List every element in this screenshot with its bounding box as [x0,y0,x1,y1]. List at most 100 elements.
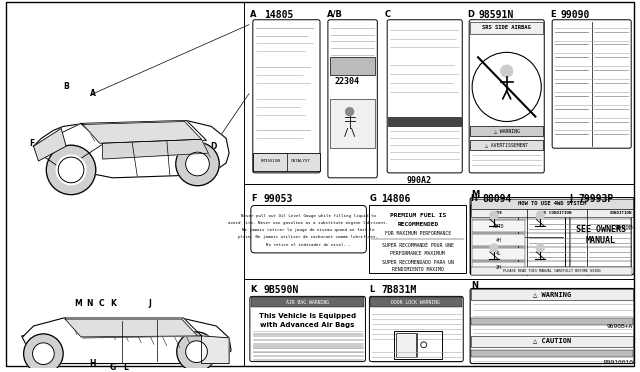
Bar [472,234,525,246]
Text: K: K [111,299,116,308]
Text: 2H: 2H [496,265,502,270]
Text: M: M [471,190,479,199]
Text: △ CAUTION: △ CAUTION [533,338,572,344]
Bar [471,350,633,357]
Text: with Advanced Air Bags: with Advanced Air Bags [260,322,355,328]
Text: M: M [74,299,82,308]
Circle shape [24,334,63,372]
Text: USE CONDITION: USE CONDITION [539,211,572,215]
Text: H: H [470,194,477,203]
Bar [251,297,364,307]
Text: B: B [63,83,69,92]
Circle shape [46,145,96,195]
Text: MANUAL: MANUAL [586,235,616,244]
Polygon shape [81,121,206,144]
Circle shape [346,108,353,116]
Text: SRS SIDE AIRBAG: SRS SIDE AIRBAG [483,25,531,30]
Circle shape [472,52,541,122]
Text: DOOR LOCK WARNING: DOOR LOCK WARNING [392,300,440,305]
Circle shape [186,152,209,176]
Polygon shape [33,121,229,178]
Bar [394,331,442,359]
Text: N: N [471,280,478,289]
Text: L: L [123,363,128,372]
Text: 14806: 14806 [381,194,411,203]
Polygon shape [65,318,202,338]
Text: G: G [369,194,376,203]
Text: F: F [251,194,257,203]
Text: 4H: 4H [496,238,502,243]
Bar [471,209,633,217]
Polygon shape [22,318,231,363]
Bar [472,262,525,274]
Circle shape [46,145,96,195]
Bar [471,289,633,300]
Bar [471,267,632,275]
Text: plein. Ne jamais utiliser de carburant comme lubrifiant.: plein. Ne jamais utiliser de carburant c… [238,235,378,239]
Polygon shape [33,124,102,170]
Text: R9910010: R9910010 [603,360,633,365]
Text: 9B590N: 9B590N [264,285,299,295]
Text: 88094: 88094 [482,194,511,203]
Text: J: J [148,299,152,308]
Text: 9690B: 9690B [614,225,633,230]
Circle shape [177,332,216,372]
Text: N: N [86,299,93,308]
Text: RENDIMIENTO MÁXIMO: RENDIMIENTO MÁXIMO [392,267,444,272]
Text: E: E [550,10,556,19]
Text: 99053: 99053 [264,194,293,203]
Text: L: L [369,285,374,294]
Bar [396,333,416,357]
Text: SUPER RECOMMANDÉ POUR UNE: SUPER RECOMMANDÉ POUR UNE [382,243,454,247]
Bar [330,57,375,75]
Text: 4L: 4L [496,251,502,256]
Bar [470,140,543,150]
Text: MODE: MODE [493,211,503,215]
Polygon shape [102,139,209,159]
Text: G: G [109,363,116,372]
Text: 99090: 99090 [560,10,589,20]
Text: SEE OWNERS: SEE OWNERS [575,225,625,234]
Polygon shape [33,128,66,161]
Text: 7B831M: 7B831M [381,285,417,295]
Text: 22304: 22304 [335,77,360,86]
Circle shape [33,343,54,365]
Text: A: A [250,10,257,19]
Text: C: C [99,299,104,308]
Circle shape [176,142,220,186]
Text: D: D [210,142,216,151]
Text: This Vehicle is Equipped: This Vehicle is Equipped [259,313,356,319]
Bar [470,205,565,273]
Polygon shape [83,122,202,143]
Bar [472,248,525,260]
Text: A: A [90,89,96,98]
Text: K: K [250,285,256,294]
Bar [371,297,462,307]
Text: SUPER RECOMENDADO PARA UN: SUPER RECOMENDADO PARA UN [382,260,454,265]
Bar [369,205,466,273]
Text: CONDITION: CONDITION [610,211,632,215]
Circle shape [536,244,544,252]
Text: 9690B+A: 9690B+A [607,324,633,328]
Circle shape [58,157,84,183]
Text: AUTO: AUTO [493,224,504,229]
Text: Never pull out Oil Level Gauge while filling liquid to: Never pull out Oil Level Gauge while fil… [241,214,376,218]
Circle shape [536,211,544,219]
Circle shape [500,65,513,77]
Bar [472,220,525,232]
Text: △ AVERTISSEMENT: △ AVERTISSEMENT [485,143,528,148]
Text: 79993P: 79993P [579,194,614,203]
Text: △ WARNING: △ WARNING [494,129,520,134]
Text: AIR BAG WARNING: AIR BAG WARNING [285,300,329,305]
Text: PLEASE READ THIS MANUAL CAREFULLY BEFORE USING: PLEASE READ THIS MANUAL CAREFULLY BEFORE… [503,269,601,273]
Text: RECOMMENDED: RECOMMENDED [397,222,438,227]
Text: PREMIUM FUEL IS: PREMIUM FUEL IS [390,213,446,218]
Circle shape [490,244,498,252]
Text: avoid fire. Never use gasoline as a substitute engine lubricant.: avoid fire. Never use gasoline as a subs… [228,221,388,225]
Text: 14805: 14805 [264,10,293,20]
Text: 98591N: 98591N [478,10,513,20]
Text: E: E [26,351,31,360]
Text: EMISSION: EMISSION [260,159,281,163]
Bar [470,22,543,33]
Text: F: F [29,139,34,148]
